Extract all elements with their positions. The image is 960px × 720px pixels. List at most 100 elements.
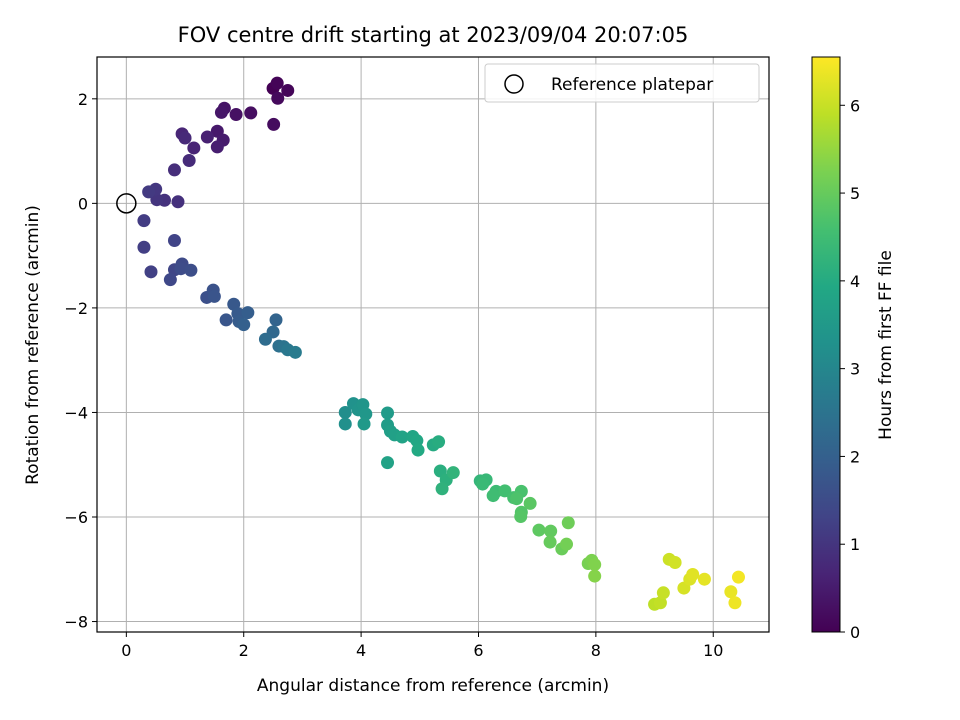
scatter-point xyxy=(381,406,395,420)
scatter-point xyxy=(359,407,373,421)
scatter-point xyxy=(200,130,214,144)
scatter-point xyxy=(214,105,228,119)
legend-entry-reference: Reference platepar xyxy=(551,75,713,95)
scatter-point xyxy=(174,262,188,276)
x-axis-ticks: 0 2 4 6 8 10 xyxy=(121,632,723,660)
colorbar-tick-label: 1 xyxy=(850,535,860,554)
scatter-point xyxy=(411,443,425,457)
scatter-point xyxy=(381,456,395,470)
scatter-point xyxy=(588,558,602,572)
colorbar-tick-label: 0 xyxy=(850,623,860,642)
reference-marker-layer xyxy=(116,193,137,214)
scatter-point xyxy=(357,417,371,431)
scatter-point xyxy=(271,91,285,105)
scatter-point xyxy=(523,496,537,510)
scatter-point xyxy=(338,405,352,419)
scatter-point xyxy=(137,214,151,228)
scatter-point xyxy=(163,273,177,287)
data-points xyxy=(137,76,745,611)
plot-frame xyxy=(96,56,770,633)
scatter-point xyxy=(144,265,158,279)
x-tick-label: 6 xyxy=(473,641,483,660)
x-tick-label: 2 xyxy=(239,641,249,660)
legend-box xyxy=(484,63,760,103)
x-axis-label: Angular distance from reference (arcmin) xyxy=(257,676,609,696)
scatter-point xyxy=(281,83,295,97)
legend: Reference platepar xyxy=(484,63,760,103)
scatter-point xyxy=(210,140,224,154)
scatter-point xyxy=(514,509,528,523)
colorbar-tick-label: 4 xyxy=(850,272,860,291)
colorbar-tick-label: 5 xyxy=(850,184,860,203)
scatter-point xyxy=(476,477,490,491)
scatter-point xyxy=(187,141,201,155)
scatter-point xyxy=(184,263,198,277)
grid-lines xyxy=(97,57,769,632)
scatter-point xyxy=(653,596,667,610)
y-tick-label: −8 xyxy=(64,613,88,632)
scatter-point xyxy=(150,193,164,207)
y-tick-label: 2 xyxy=(78,90,88,109)
scatter-point xyxy=(258,332,272,346)
scatter-point xyxy=(731,570,745,584)
scatter-point xyxy=(724,585,738,599)
y-axis-label: Rotation from reference (arcmin) xyxy=(23,205,43,485)
scatter-point xyxy=(498,484,512,498)
scatter-point xyxy=(207,289,221,303)
scatter-point xyxy=(510,492,524,506)
scatter-point xyxy=(269,313,283,327)
scatter-point xyxy=(178,131,192,145)
scatter-point xyxy=(544,524,558,538)
scatter-point xyxy=(244,106,258,120)
y-tick-label: −2 xyxy=(64,299,88,318)
scatter-point xyxy=(486,489,500,503)
y-axis-ticks: −8 −6 −4 −2 0 2 xyxy=(64,90,97,632)
reference-platepar-marker xyxy=(116,193,137,214)
colorbar-tick-label: 2 xyxy=(850,447,860,466)
scatter-point xyxy=(560,537,574,551)
x-tick-label: 10 xyxy=(703,641,723,660)
scatter-point xyxy=(668,555,682,569)
scatter-point xyxy=(432,435,446,449)
scatter-point xyxy=(543,535,557,549)
scatter-point xyxy=(267,117,281,131)
scatter-point xyxy=(338,417,352,431)
scatter-point xyxy=(697,572,711,586)
scatter-point xyxy=(561,516,575,530)
legend-reference-marker xyxy=(504,74,524,94)
scatter-point xyxy=(237,318,251,332)
colorbar: 0 1 2 3 4 5 6 Hours from first FF file xyxy=(811,56,896,642)
scatter-point xyxy=(532,523,546,537)
scatter-point xyxy=(241,306,255,320)
y-tick-label: 0 xyxy=(78,194,88,213)
scatter-point xyxy=(182,154,196,167)
scatter-point xyxy=(686,568,700,581)
scatter-point xyxy=(167,163,181,177)
x-tick-label: 4 xyxy=(356,641,366,660)
colorbar-ticks: 0 1 2 3 4 5 6 xyxy=(840,96,860,642)
colorbar-tick-label: 3 xyxy=(850,360,860,379)
y-tick-label: −6 xyxy=(64,508,88,527)
scatter-point xyxy=(435,482,449,496)
scatter-point xyxy=(588,569,602,583)
y-tick-label: −4 xyxy=(64,403,88,422)
scatter-point xyxy=(395,430,409,444)
scatter-point xyxy=(656,586,670,600)
scatter-point xyxy=(288,345,302,359)
scatter-point xyxy=(270,76,284,90)
scatter-point xyxy=(171,195,185,209)
colorbar-gradient xyxy=(811,56,841,633)
scatter-point xyxy=(728,596,742,610)
chart-title: FOV centre drift starting at 2023/09/04 … xyxy=(178,23,689,47)
x-tick-label: 0 xyxy=(121,641,131,660)
colorbar-tick-label: 6 xyxy=(850,96,860,115)
scatter-point xyxy=(446,466,460,480)
scatter-point xyxy=(142,185,156,199)
x-tick-label: 8 xyxy=(591,641,601,660)
scatter-point xyxy=(137,240,151,254)
scatter-point xyxy=(219,313,233,327)
colorbar-label: Hours from first FF file xyxy=(876,250,896,440)
scatter-point xyxy=(167,233,181,247)
